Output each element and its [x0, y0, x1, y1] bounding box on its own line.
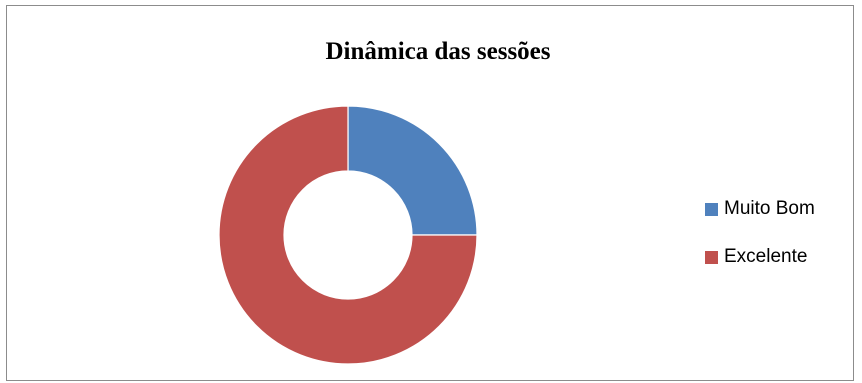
doughnut-slice-muito-bom: [347, 105, 478, 236]
doughnut-slice-excelente: [218, 105, 478, 365]
legend-item-excelente: Excelente: [705, 246, 815, 268]
chart-legend: Muito Bom Excelente: [705, 198, 815, 294]
legend-swatch-excelente: [705, 250, 718, 264]
legend-swatch-muito-bom: [705, 202, 718, 216]
legend-label-excelente: Excelente: [724, 246, 808, 267]
chart-title: Dinâmica das sessões: [325, 38, 551, 65]
legend-item-muito-bom: Muito Bom: [705, 198, 815, 220]
legend-label-muito-bom: Muito Bom: [724, 198, 815, 219]
